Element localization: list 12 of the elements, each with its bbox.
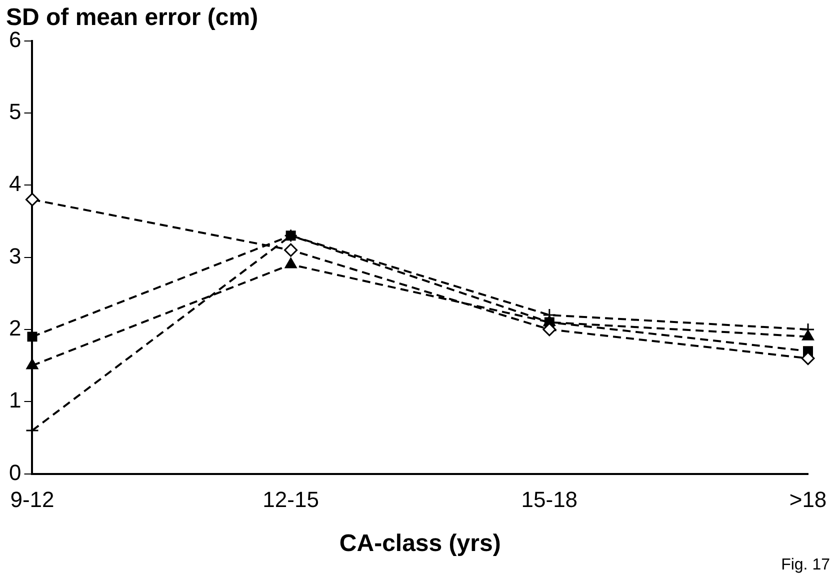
y-tick-label: 2 — [8, 316, 22, 341]
y-tick-label: 3 — [8, 243, 22, 268]
y-tick-label: 4 — [8, 171, 22, 196]
x-tick-label: 15-18 — [521, 487, 578, 512]
y-tick-label: 0 — [8, 460, 22, 485]
x-tick-label: >18 — [789, 487, 827, 512]
y-tick-label: 5 — [8, 99, 22, 124]
x-tick-label: 12-15 — [262, 487, 319, 512]
y-tick-label: 1 — [8, 388, 22, 413]
caption: Fig. 17 — [781, 556, 830, 574]
x-axis-title: CA-class (yrs) — [339, 530, 501, 558]
x-tick-label: 9-12 — [10, 487, 54, 512]
